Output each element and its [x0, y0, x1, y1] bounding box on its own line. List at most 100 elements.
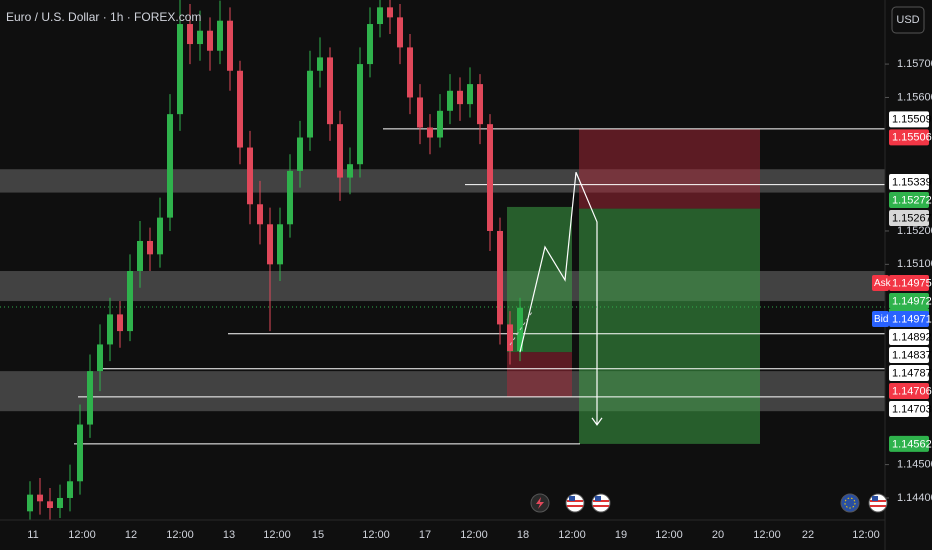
- candle-body: [497, 230, 503, 325]
- candle-body: [407, 47, 413, 98]
- projection-arrowhead: [591, 417, 603, 426]
- x-tick-label: 12:00: [753, 529, 781, 541]
- candle-body: [37, 494, 43, 502]
- x-tick-label: 12:00: [263, 529, 291, 541]
- candle-body: [347, 164, 353, 178]
- candle-body: [137, 240, 143, 272]
- x-tick-label: 12:00: [460, 529, 488, 541]
- x-tick-label: 20: [712, 529, 724, 541]
- candle-body: [157, 217, 163, 255]
- y-tick-label: 1.15600: [897, 91, 932, 103]
- candle-body: [237, 70, 243, 148]
- candle-body: [257, 204, 263, 225]
- price-label: 1.14562: [892, 438, 932, 450]
- price-label-box: [889, 400, 929, 417]
- price-label: 1.14787: [892, 367, 932, 379]
- candle-body: [267, 224, 273, 265]
- candle-body: [87, 371, 93, 425]
- x-tick-label: 19: [615, 529, 627, 541]
- price-label: 1.14703: [892, 403, 932, 415]
- y-tick-label: 1.14500: [897, 459, 932, 471]
- price-label-box: [889, 292, 929, 309]
- price-label-box: [889, 274, 929, 291]
- x-tick-label: 22: [802, 529, 814, 541]
- candle-body: [377, 7, 383, 25]
- price-label-box: [889, 192, 929, 209]
- candle-body: [327, 57, 333, 125]
- candle-body: [307, 70, 313, 138]
- price-label: 1.14971: [892, 313, 932, 325]
- profit-zone: [507, 206, 572, 353]
- x-tick-label: 12:00: [655, 529, 683, 541]
- candle-body: [297, 137, 303, 171]
- price-label: 1.14706: [892, 385, 932, 397]
- price-label: 1.14837: [892, 349, 932, 361]
- x-tick-label: 13: [223, 529, 235, 541]
- x-tick-label: 17: [419, 529, 431, 541]
- x-tick-label: 12:00: [362, 529, 390, 541]
- stop-zone: [507, 352, 572, 397]
- x-tick-label: 15: [312, 529, 324, 541]
- candle-body: [337, 124, 343, 178]
- x-tick-label: 12:00: [852, 529, 880, 541]
- price-label-box: [889, 328, 929, 345]
- projection-path: [519, 171, 598, 425]
- candle-body: [397, 17, 403, 48]
- candle-body: [457, 90, 463, 105]
- plot-area: [0, 0, 885, 520]
- currency[interactable]: USD: [896, 14, 919, 26]
- candle-body: [117, 314, 123, 332]
- candle-body: [247, 147, 253, 205]
- price-label: 1.15267: [892, 212, 932, 224]
- chart-title: Euro / U.S. Dollar · 1h · FOREX.com: [6, 10, 201, 24]
- stop-zone: [579, 128, 760, 209]
- price-label-box: [889, 111, 929, 128]
- price-tag-box: [872, 310, 889, 327]
- currency-button[interactable]: [891, 6, 925, 34]
- candle-body: [427, 127, 433, 138]
- candle-body: [227, 20, 233, 71]
- candle-body: [507, 324, 513, 352]
- candle-body: [27, 494, 33, 512]
- candle-body: [387, 7, 393, 18]
- price-label-box: [889, 346, 929, 363]
- candle-body: [367, 24, 373, 65]
- x-tick-label: 12:00: [166, 529, 194, 541]
- candle-body: [127, 271, 133, 332]
- y-tick-label: 1.15100: [897, 258, 932, 270]
- candle-body: [147, 240, 153, 255]
- candle-body: [477, 84, 483, 125]
- price-tag-box: [872, 274, 889, 291]
- price-tag: Bid: [874, 314, 888, 325]
- price-label: 1.15272: [892, 194, 932, 206]
- price-label: 1.15509: [892, 114, 932, 126]
- candle-body: [97, 344, 103, 372]
- candle-body: [287, 170, 293, 225]
- price-label: 1.15339: [892, 176, 932, 188]
- price-label-box: [889, 174, 929, 191]
- candle-body: [447, 90, 453, 111]
- candle-body: [317, 57, 323, 71]
- candle-body: [197, 30, 203, 45]
- price-label: 1.14975: [892, 277, 932, 289]
- candle-body: [467, 84, 473, 105]
- candle-body: [207, 30, 213, 51]
- candle-body: [177, 24, 183, 115]
- x-tick-label: 12: [125, 529, 137, 541]
- candle-body: [57, 497, 63, 508]
- candle-body: [67, 481, 73, 498]
- x-tick-label: 11: [27, 529, 38, 541]
- price-label-box: [889, 435, 929, 452]
- price-label-box: [889, 210, 929, 227]
- candle-body: [47, 501, 53, 508]
- price-label: 1.15506: [892, 132, 932, 144]
- price-label: 1.14892: [892, 331, 932, 343]
- y-tick-label: 1.14400: [897, 492, 932, 504]
- y-tick-label: 1.15200: [897, 225, 932, 237]
- candle-body: [167, 114, 173, 218]
- candle-body: [357, 64, 363, 165]
- event-icons: [530, 493, 888, 513]
- x-tick-label: 12:00: [558, 529, 586, 541]
